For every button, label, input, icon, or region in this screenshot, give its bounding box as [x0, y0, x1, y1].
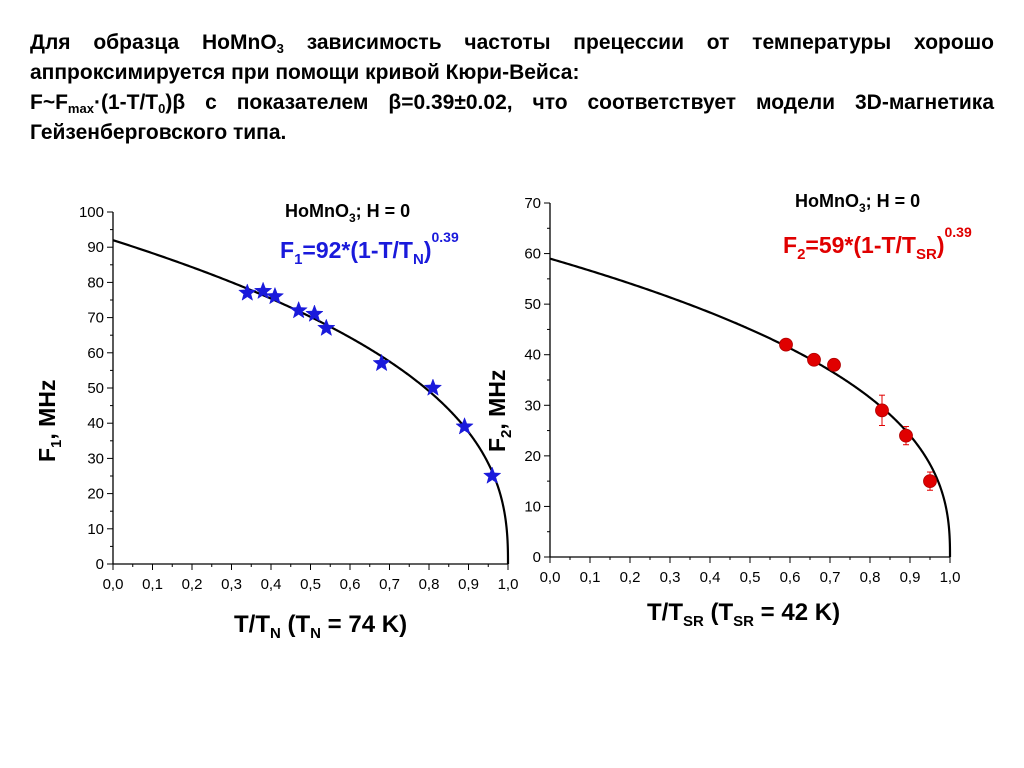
data-point-star — [455, 417, 474, 435]
x-tick-label: 0,9 — [458, 576, 479, 593]
chart-f2-x-label: T/TSR (TSR = 42 K) — [647, 599, 840, 630]
x-tick-label: 0,3 — [660, 569, 681, 586]
x-tick-label: 0,2 — [182, 576, 203, 593]
chart-f2: 0 10 20 30 40 50 60 70 0,0 0,1 0,2 0,3 0,4 0,5 0,6 0,7 0… — [484, 191, 972, 630]
chart-f1-points — [238, 281, 502, 484]
y-tick-label: 100 — [79, 204, 104, 221]
data-point-star — [372, 353, 391, 372]
y-tick-label: 50 — [524, 296, 541, 313]
x-tick-label: 0,4 — [261, 576, 282, 593]
x-tick-label: 0,7 — [379, 576, 400, 593]
intro-line-1: Для образца HoMnO3 зависимость частоты п… — [30, 31, 995, 84]
x-tick-label: 0,1 — [142, 576, 163, 593]
y-tick-label: 0 — [96, 556, 104, 573]
intro-line-2: F~Fmax·(1-T/T0)β с показателем β=0.39±0.… — [30, 91, 994, 144]
y-tick-label: 80 — [87, 274, 104, 291]
y-tick-label: 60 — [524, 246, 541, 263]
y-tick-label: 30 — [87, 450, 104, 467]
intro-text: Для образца HoMnO3 зависимость частоты п… — [30, 28, 994, 148]
data-point-circle — [807, 352, 821, 367]
x-tick-label: 1,0 — [940, 569, 961, 586]
x-tick-label: 0,5 — [300, 576, 321, 593]
chart-f1-axes: 0 10 20 30 40 50 60 70 80 90 100 0,0 0,1 0,2 0,3 0,4 0,5… — [79, 204, 518, 593]
data-point-star — [265, 286, 285, 305]
data-point-star — [238, 283, 257, 301]
y-tick-label: 70 — [87, 310, 104, 327]
data-point-star — [317, 318, 336, 337]
data-point-star — [482, 466, 502, 484]
data-point-star — [423, 378, 443, 396]
x-tick-label: 0,8 — [419, 576, 440, 593]
y-tick-label: 40 — [87, 415, 104, 432]
chart-f1: 0 10 20 30 40 50 60 70 80 90 100 0,0 0,1 0,2 0,3 0,4 0,5… — [34, 201, 518, 642]
y-tick-label: 20 — [87, 486, 104, 503]
x-tick-label: 0,7 — [820, 569, 841, 586]
x-tick-label: 1,0 — [498, 576, 519, 593]
x-tick-label: 0,9 — [900, 569, 921, 586]
x-tick-label: 0,2 — [620, 569, 641, 586]
data-point-circle — [875, 403, 889, 418]
x-tick-label: 0,0 — [103, 576, 124, 593]
y-tick-label: 60 — [87, 345, 104, 362]
chart-f2-sample-label: HoMnO3; H = 0 — [795, 191, 920, 215]
x-tick-label: 0,6 — [340, 576, 361, 593]
x-tick-label: 0,4 — [700, 569, 721, 586]
chart-f2-y-label: F2, MHz — [484, 370, 515, 452]
data-point-circle — [899, 428, 913, 443]
chart-f1-sample-label: HoMnO3; H = 0 — [285, 201, 410, 225]
y-tick-label: 40 — [524, 347, 541, 364]
data-point-star — [253, 281, 273, 300]
chart-f2-formula: F2=59*(1-T/TSR)0.39 — [783, 224, 972, 263]
y-tick-label: 20 — [524, 448, 541, 465]
chart-f1-fit-curve — [112, 239, 510, 564]
data-point-star — [305, 304, 324, 322]
y-tick-label: 50 — [87, 380, 104, 397]
data-point-circle — [779, 337, 793, 352]
data-point-circle — [827, 357, 841, 372]
y-tick-label: 70 — [524, 195, 541, 212]
x-tick-label: 0,5 — [740, 569, 761, 586]
y-tick-label: 90 — [87, 239, 104, 256]
y-tick-label: 30 — [524, 397, 541, 414]
chart-f2-points — [779, 337, 937, 491]
chart-f2-fit-curve — [549, 257, 952, 557]
x-tick-label: 0,8 — [860, 569, 881, 586]
chart-f2-axes: 0 10 20 30 40 50 60 70 0,0 0,1 0,2 0,3 0,4 0,5 0,6 0,7 0… — [524, 195, 960, 586]
data-point-star — [289, 300, 308, 319]
chart-f1-x-label: T/TN (TN = 74 K) — [234, 611, 407, 642]
x-tick-label: 0,0 — [540, 569, 561, 586]
x-tick-label: 0,1 — [580, 569, 601, 586]
chart-f1-y-label: F1, MHz — [34, 380, 65, 462]
x-tick-label: 0,6 — [780, 569, 801, 586]
y-tick-label: 10 — [524, 498, 541, 515]
y-tick-label: 10 — [87, 521, 104, 538]
x-tick-label: 0,3 — [221, 576, 242, 593]
y-tick-label: 0 — [533, 549, 541, 566]
data-point-circle — [923, 474, 937, 489]
chart-f1-formula: F1=92*(1-T/TN)0.39 — [280, 229, 459, 268]
